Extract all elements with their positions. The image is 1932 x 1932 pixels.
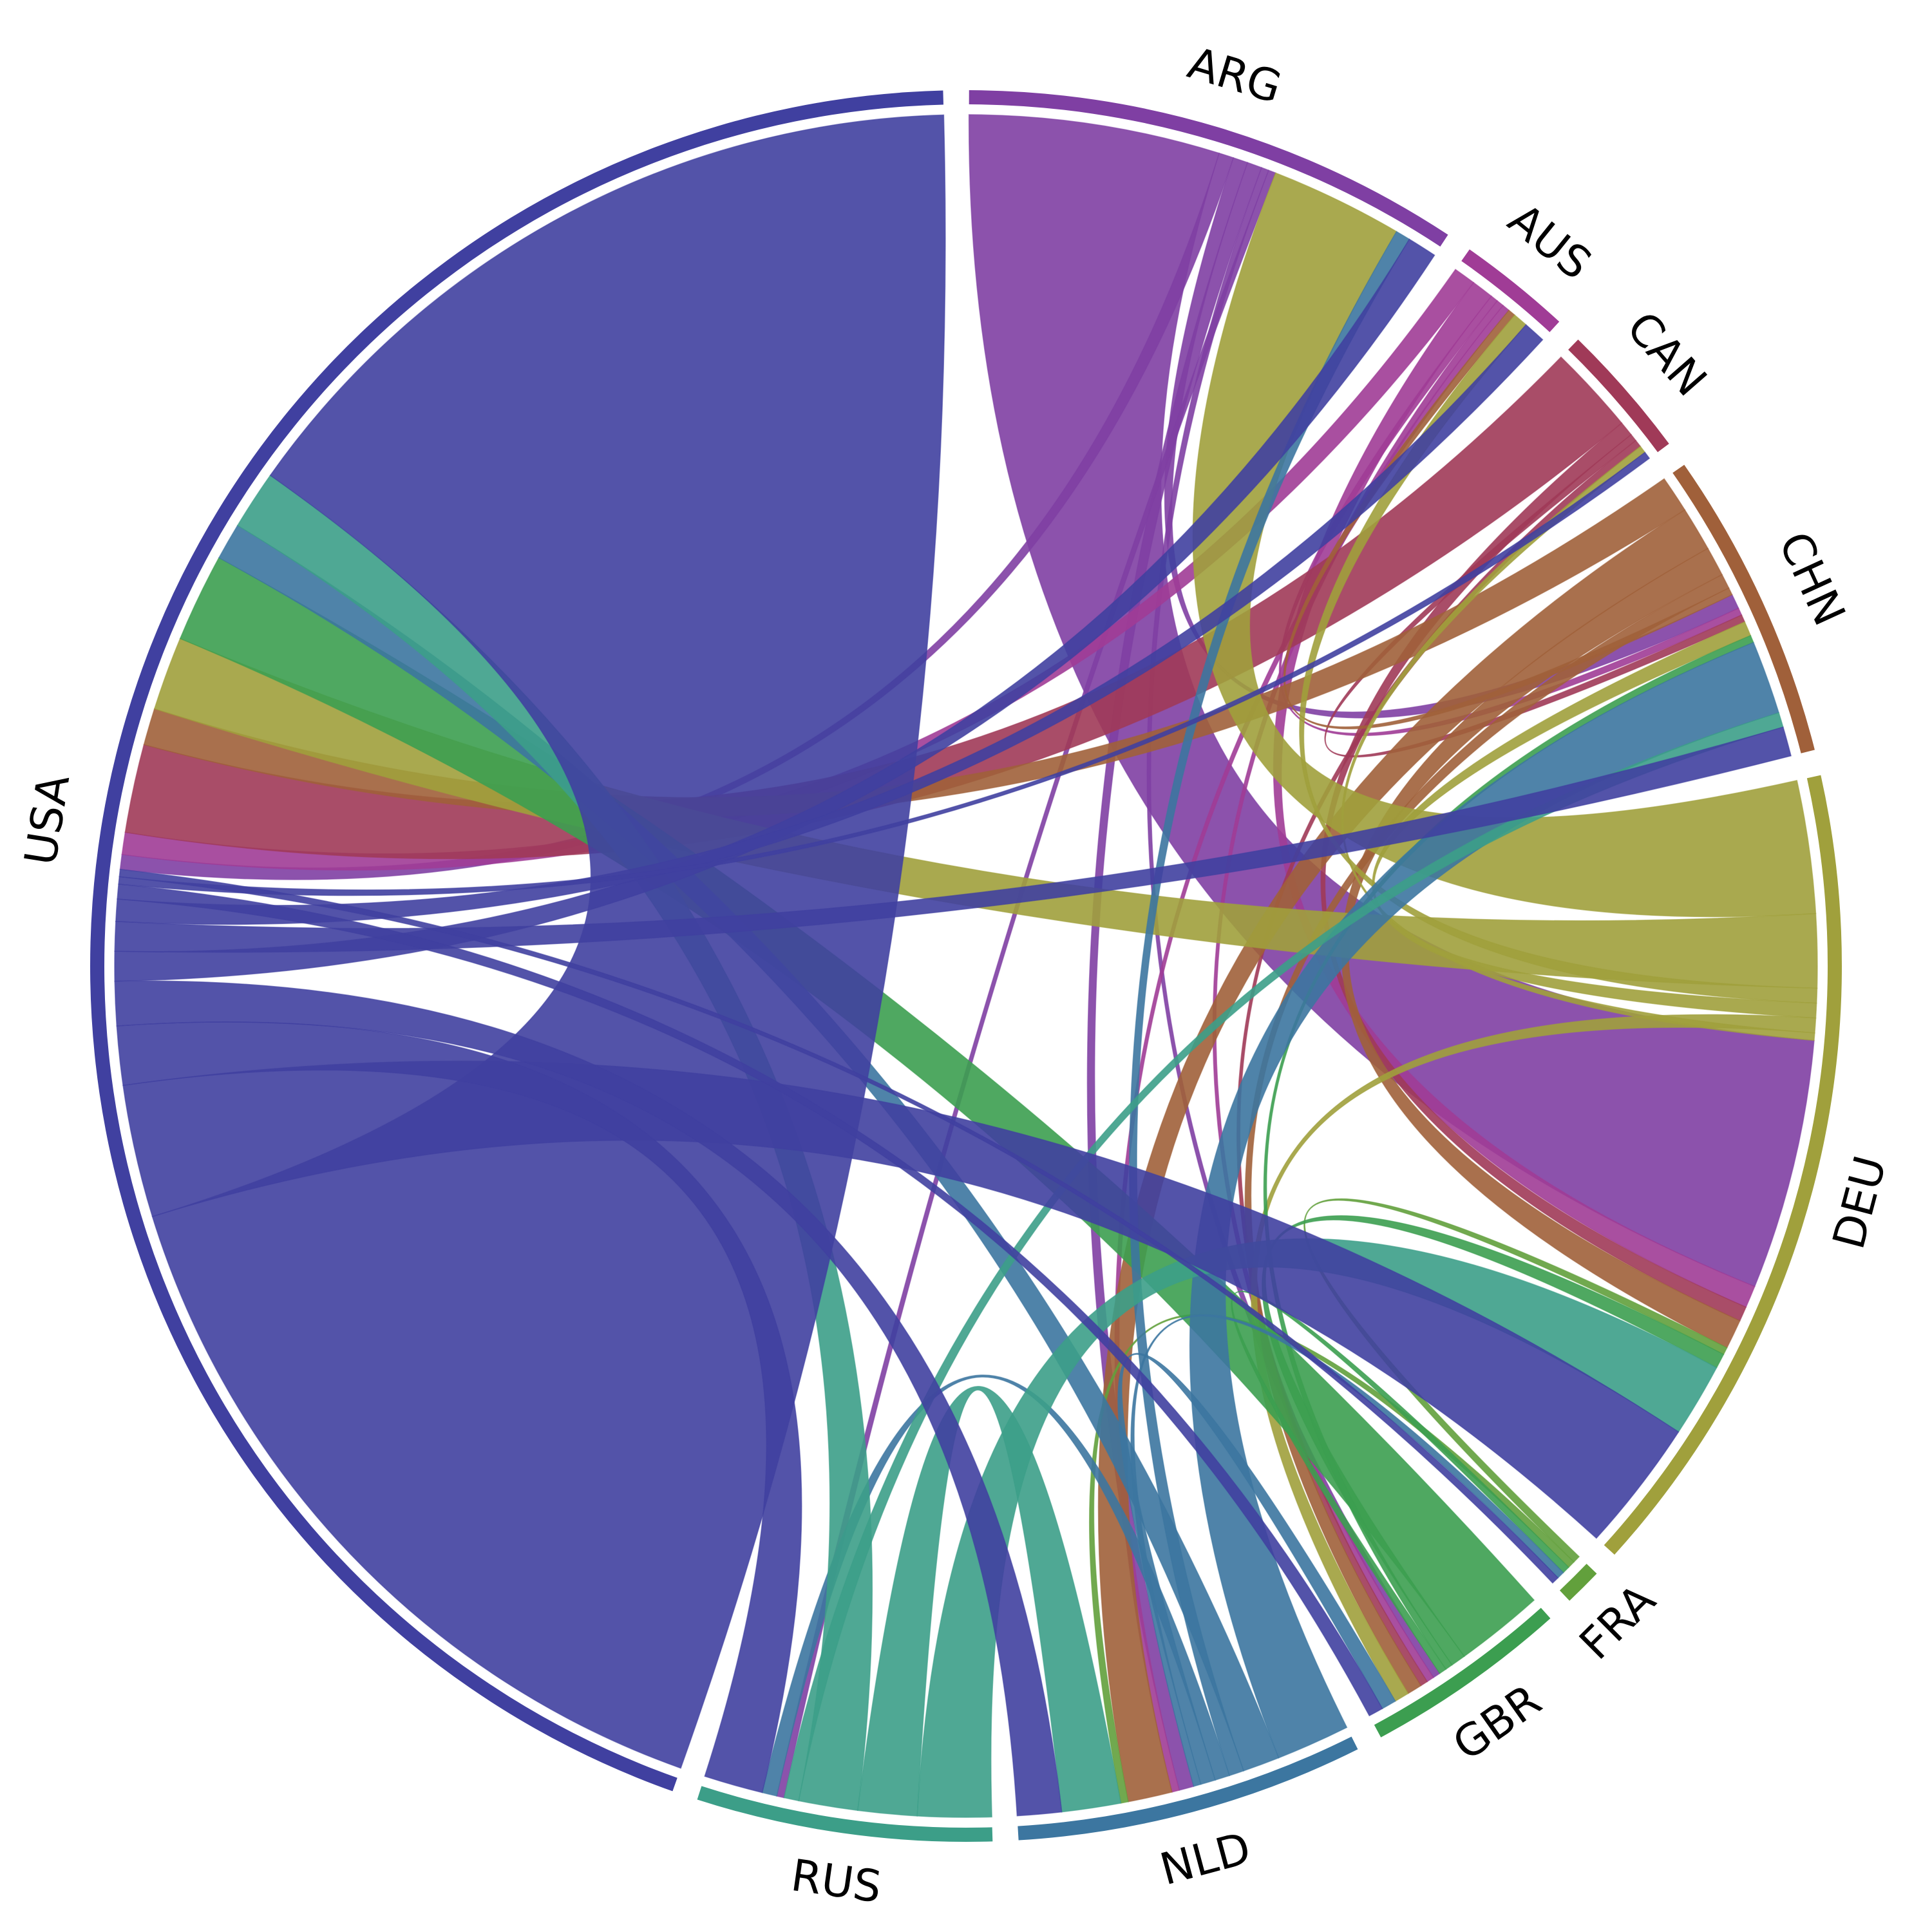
ribbon: [1283, 309, 1733, 730]
ribbon: [114, 980, 1063, 1817]
ribbon: [1341, 446, 1815, 1041]
node-label: NLD: [1155, 1823, 1256, 1896]
node-label: CAN: [1616, 303, 1716, 406]
node-label: AUS: [1499, 194, 1600, 290]
ribbon: [151, 114, 946, 1769]
node-label: USA: [15, 771, 80, 868]
node-arc: [1604, 775, 1842, 1555]
ribbon: [1117, 1352, 1396, 1785]
node-label: GBR: [1444, 1675, 1550, 1771]
node-arc: [1461, 249, 1560, 332]
node-arc: [1018, 1736, 1358, 1841]
ribbon: [114, 726, 1792, 953]
ribbon: [1251, 1014, 1817, 1702]
node-arc: [1559, 1564, 1597, 1601]
ribbon: [1231, 1291, 1569, 1674]
ribbon: [1263, 634, 1754, 1671]
ribbons: [114, 114, 1818, 1818]
ribbon: [1341, 547, 1741, 1349]
ribbon: [116, 1021, 802, 1794]
node-label: DEU: [1824, 1151, 1897, 1254]
node-label: RUS: [788, 1850, 885, 1913]
ribbon: [118, 451, 1651, 896]
node-arc: [1568, 339, 1669, 453]
node-arc: [1374, 1607, 1551, 1738]
node-arc: [969, 90, 1448, 247]
ribbon: [117, 884, 1383, 1717]
node-label: CHN: [1768, 525, 1855, 634]
node-arcs: [90, 90, 1842, 1842]
ribbon: [783, 712, 1784, 1802]
ribbon: [1192, 172, 1817, 918]
node-label: FRA: [1570, 1575, 1665, 1670]
ribbon: [1097, 509, 1709, 1803]
ribbon: [118, 869, 1559, 1584]
node-arc: [697, 1786, 993, 1842]
ribbon: [153, 638, 1818, 989]
ribbon: [857, 1386, 1122, 1817]
ribbon: [143, 478, 1686, 818]
ribbon: [1244, 574, 1730, 1694]
ribbon: [218, 524, 1280, 1772]
node-label: ARG: [1182, 38, 1287, 114]
node-arc: [1672, 464, 1815, 753]
